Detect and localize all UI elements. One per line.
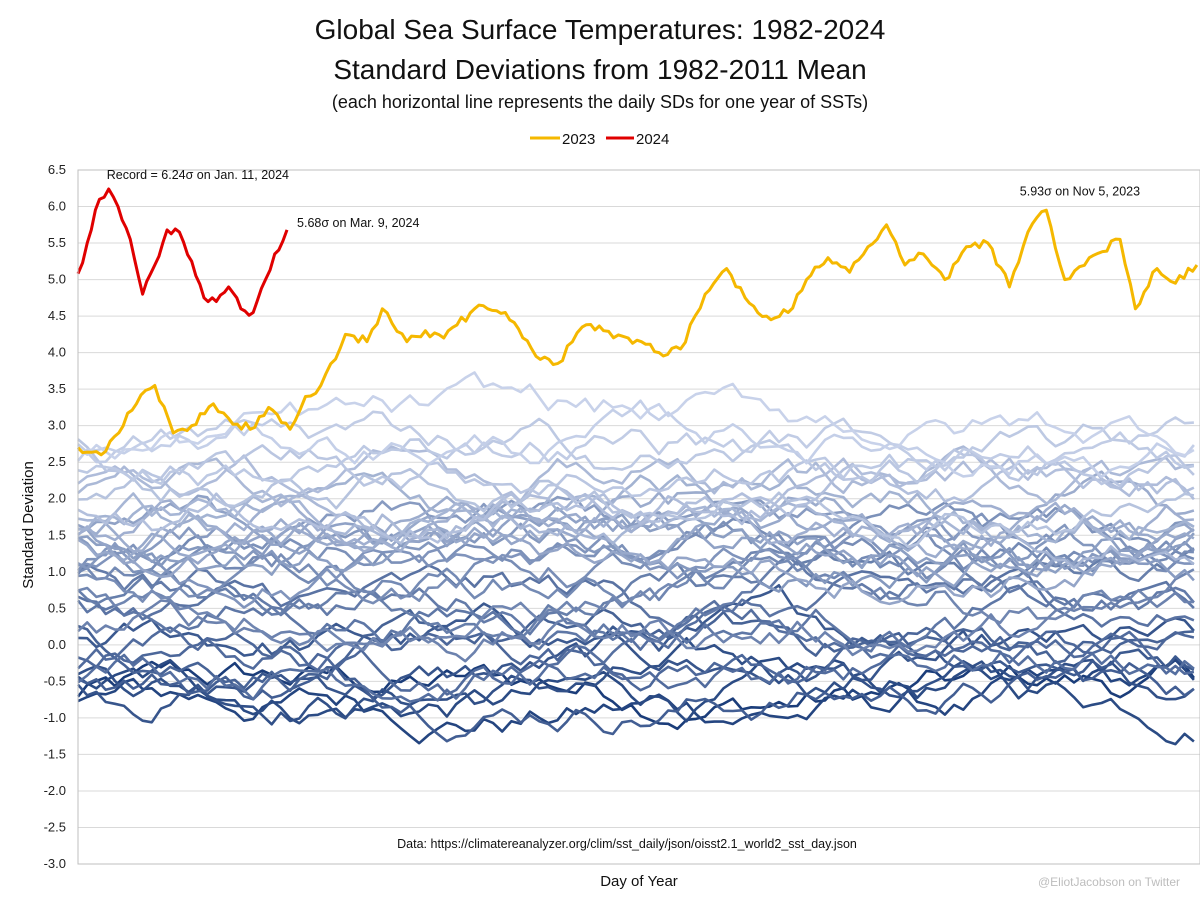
- y-tick-label: 1.5: [48, 527, 66, 542]
- y-tick-label: 3.5: [48, 381, 66, 396]
- y-tick-label: 4.0: [48, 345, 66, 360]
- background-year-lines: [76, 371, 1195, 746]
- y-tick-label: -2.0: [44, 783, 66, 798]
- y-tick-label: 6.5: [48, 162, 66, 177]
- highlight-lines: [76, 187, 1199, 457]
- y-tick-label: 0.0: [48, 637, 66, 652]
- y-axis-label: Standard Deviation: [20, 461, 37, 589]
- background-year-line: [76, 399, 1195, 479]
- credit: @EliotJacobson on Twitter: [1038, 875, 1180, 889]
- source-note: Data: https://climatereanalyzer.org/clim…: [397, 837, 857, 851]
- y-tick-label: 3.0: [48, 418, 66, 433]
- background-year-line: [77, 604, 1195, 703]
- annotation-2024-latest: 5.68σ on Mar. 9, 2024: [297, 216, 419, 230]
- series-line-2023: [76, 208, 1199, 457]
- background-year-line: [77, 616, 1195, 724]
- background-year-line: [77, 522, 1195, 606]
- legend: 2023 2024: [530, 131, 669, 148]
- background-year-line: [77, 520, 1195, 593]
- legend-label-2023: 2023: [562, 131, 595, 148]
- background-year-line: [77, 658, 1195, 745]
- annotation-record: Record = 6.24σ on Jan. 11, 2024: [107, 168, 289, 182]
- y-tick-label: -1.5: [44, 746, 66, 761]
- background-year-line: [77, 626, 1195, 692]
- y-tick-label: 2.0: [48, 491, 66, 506]
- y-tick-label: 5.5: [48, 235, 66, 250]
- chart-subtitle: Standard Deviations from 1982-2011 Mean: [333, 54, 867, 85]
- background-year-line: [77, 626, 1195, 696]
- background-year-line: [77, 417, 1195, 487]
- y-tick-label: 5.0: [48, 272, 66, 287]
- chart-title: Global Sea Surface Temperatures: 1982-20…: [314, 14, 886, 45]
- y-tick-label: 2.5: [48, 454, 66, 469]
- y-tick-label: -1.0: [44, 710, 66, 725]
- background-year-line: [77, 591, 1194, 663]
- chart-description: (each horizontal line represents the dai…: [331, 92, 869, 112]
- y-tick-label: -2.5: [44, 819, 66, 834]
- series-line-2024: [76, 187, 289, 317]
- background-year-line: [77, 471, 1195, 544]
- y-tick-label: -0.5: [44, 673, 66, 688]
- y-tick-label: -3.0: [44, 856, 66, 871]
- x-axis-label: Day of Year: [600, 873, 678, 890]
- background-year-line: [77, 445, 1194, 540]
- y-axis-ticks: 6.5 6.0 5.5 5.0 4.5 4.0 3.5 3.0 2.5 2.0 1.5 1.0 0.5 0…: [44, 162, 66, 871]
- plot-border: [77, 169, 1200, 865]
- background-year-line: [77, 636, 1195, 726]
- background-year-line: [77, 467, 1195, 549]
- background-year-line: [77, 583, 1195, 677]
- background-year-line: [77, 661, 1195, 743]
- background-year-line: [77, 505, 1195, 576]
- background-year-line: [77, 410, 1194, 472]
- background-year-line: [77, 371, 1195, 460]
- legend-label-2024: 2024: [636, 131, 669, 148]
- background-year-line: [77, 608, 1194, 693]
- background-year-line: [77, 438, 1195, 498]
- background-year-line: [77, 563, 1195, 630]
- y-tick-label: 4.5: [48, 308, 66, 323]
- y-tick-label: 0.5: [48, 600, 66, 615]
- y-tick-label: 6.0: [48, 199, 66, 214]
- background-year-line: [77, 499, 1194, 553]
- y-tick-label: 1.0: [48, 564, 66, 579]
- annotation-2023-peak: 5.93σ on Nov 5, 2023: [1020, 185, 1140, 199]
